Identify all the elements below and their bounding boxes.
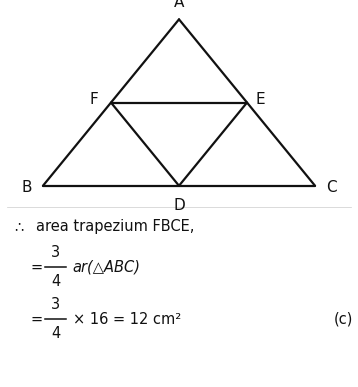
Text: =: = (30, 312, 43, 327)
Text: (c): (c) (334, 312, 353, 327)
Text: area trapezium FBCE,: area trapezium FBCE, (36, 219, 194, 234)
Text: =: = (30, 260, 43, 274)
Text: 3: 3 (51, 297, 60, 312)
Text: D: D (173, 198, 185, 213)
Text: C: C (326, 180, 337, 195)
Text: 4: 4 (51, 327, 60, 341)
Text: E: E (256, 92, 266, 107)
Text: F: F (90, 92, 98, 107)
Text: A: A (174, 0, 184, 10)
Text: 3: 3 (51, 245, 60, 260)
Text: B: B (22, 180, 32, 195)
Text: × 16 = 12 cm²: × 16 = 12 cm² (73, 312, 181, 327)
Text: ∴: ∴ (14, 219, 24, 234)
Text: 4: 4 (51, 274, 60, 289)
Text: ar(△ABC): ar(△ABC) (73, 260, 141, 274)
